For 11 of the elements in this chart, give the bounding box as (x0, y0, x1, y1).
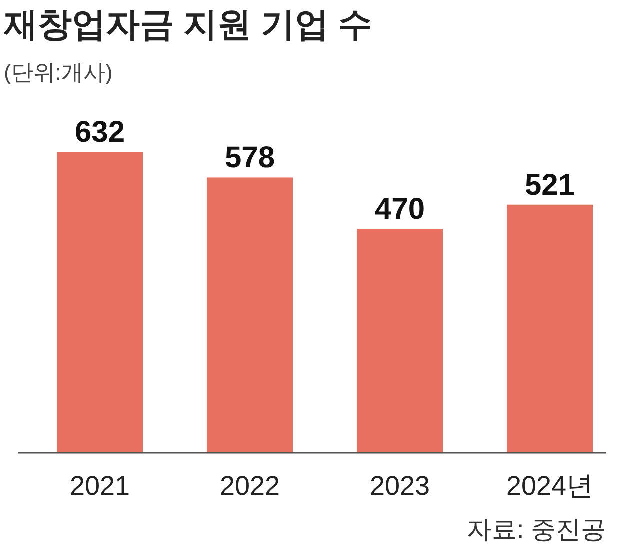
data-label: 470 (374, 193, 426, 226)
chart-title: 재창업자금 지원 기업 수 (3, 6, 372, 44)
chart-subtitle: (단위:개사) (4, 60, 113, 85)
x-tick-label: 2021 (70, 471, 130, 501)
x-tick-label: 2023 (370, 471, 430, 501)
data-label: 578 (224, 142, 276, 175)
data-label: 632 (74, 116, 126, 149)
text: 자료: 중진공 (467, 516, 606, 544)
x-tick-label: 2022 (220, 471, 280, 501)
x-tick-label: 2024년 (506, 471, 594, 501)
data-label: 521 (524, 168, 576, 202)
